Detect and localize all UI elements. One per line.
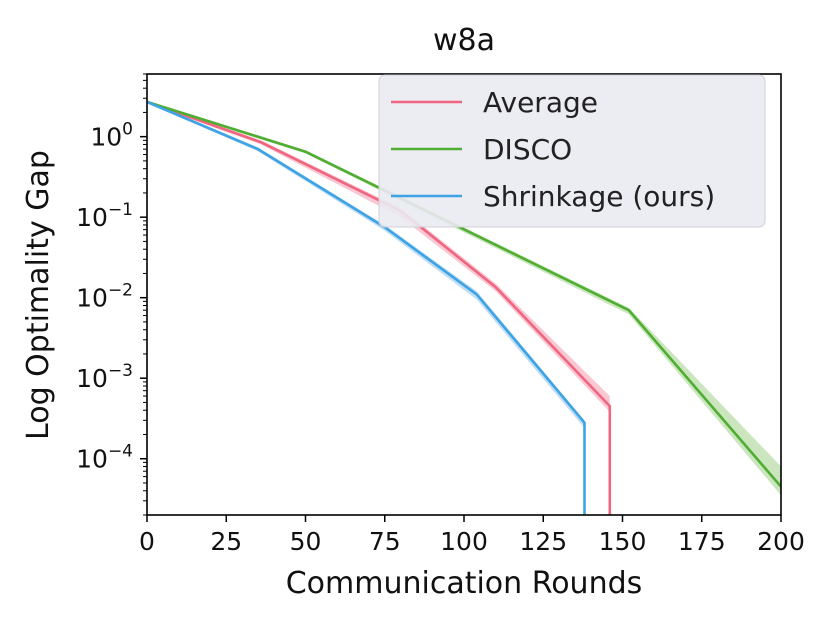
average-line <box>147 100 612 515</box>
legend-label-disco: DISCO <box>483 133 572 166</box>
x-tick-label: 100 <box>440 527 488 556</box>
y-tick-label: 100 <box>90 120 133 152</box>
y-tick-label: 10−3 <box>76 361 133 393</box>
legend-label-shrinkage-ours: Shrinkage (ours) <box>483 180 715 213</box>
y-axis-label: Log Optimality Gap <box>21 150 56 440</box>
y-tick-label: 10−4 <box>76 442 133 474</box>
legend-label-average: Average <box>483 86 598 119</box>
x-tick-label: 50 <box>290 527 322 556</box>
x-tick-label: 200 <box>757 527 805 556</box>
x-tick-label: 75 <box>369 527 401 556</box>
series-lines <box>147 100 781 515</box>
legend-box <box>378 74 766 228</box>
y-tick-label: 10−2 <box>76 281 133 313</box>
x-tick-label: 175 <box>678 527 726 556</box>
x-tick-label: 125 <box>519 527 567 556</box>
legend: Average DISCO Shrinkage (ours) <box>378 74 766 228</box>
x-tick-label: 150 <box>599 527 647 556</box>
disco-line <box>147 100 781 488</box>
x-axis-ticks: 0 25 50 75 100 125 150 175 200 <box>139 515 805 556</box>
shrinkage-ours-line <box>147 100 586 515</box>
x-axis-label: Communication Rounds <box>286 566 643 601</box>
y-axis-ticks: 100 10−1 10−2 10−3 10−4 <box>76 73 147 516</box>
chart-title: w8a <box>433 23 495 58</box>
y-tick-label: 10−1 <box>76 200 133 232</box>
x-tick-label: 25 <box>210 527 242 556</box>
x-tick-label: 0 <box>139 527 155 556</box>
